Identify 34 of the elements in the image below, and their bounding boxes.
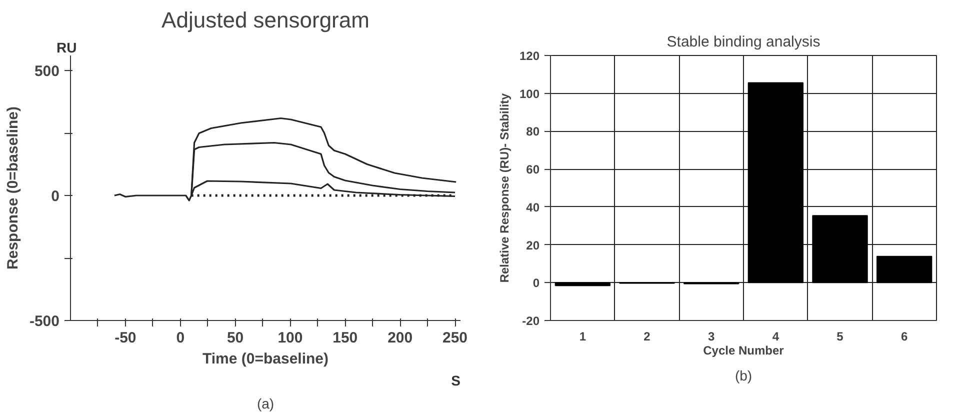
- y-tick-label: -20: [522, 314, 540, 328]
- y-tick-label: 0: [532, 276, 540, 290]
- y-tick-label: -500: [29, 313, 60, 330]
- annotation: RU: [56, 40, 77, 56]
- text: (b): [734, 368, 752, 384]
- x-tick-label: 50: [226, 330, 244, 346]
- x-tick-label: -50: [114, 330, 136, 346]
- x-tick-label: 100: [278, 330, 303, 346]
- x-tick-label: 3: [708, 330, 715, 344]
- y-axis-title: Response (0=baseline): [4, 106, 22, 270]
- x-tick-label: 4: [772, 330, 780, 344]
- x-tick-label: 2: [644, 330, 651, 344]
- y-tick-label: 120: [519, 49, 540, 63]
- y-tick-label: 60: [526, 162, 540, 177]
- x-tick-label: 200: [388, 330, 413, 346]
- x-axis-title: Cycle Number: [703, 344, 784, 358]
- y-tick-label: 80: [526, 124, 540, 139]
- x-tick-label: 150: [332, 330, 358, 346]
- y-tick-label: 0: [51, 188, 60, 205]
- y-tick-label: 100: [519, 86, 540, 101]
- x-tick-label: 6: [900, 330, 908, 344]
- x-tick-label: 5: [836, 330, 844, 344]
- x-axis-title: Time (0=baseline): [202, 350, 329, 368]
- text: S: [451, 372, 461, 388]
- chart-title: Stable binding analysis: [666, 34, 820, 50]
- y-tick-label: 40: [526, 200, 540, 214]
- chart-title: Adjusted sensorgram: [162, 8, 370, 32]
- y-axis-title: Relative Response (RU)- Stability: [497, 92, 512, 283]
- y-tick-label: 500: [34, 63, 60, 80]
- x-tick-label: 0: [176, 330, 185, 346]
- text: (a): [256, 396, 274, 412]
- y-tick-label: 20: [526, 238, 540, 252]
- x-tick-label: 250: [442, 330, 468, 346]
- x-tick-label: 1: [579, 330, 586, 344]
